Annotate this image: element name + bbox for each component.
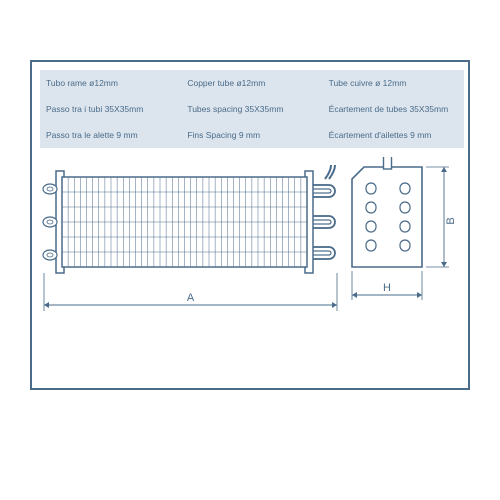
- spec-panel: Tubo rame ø12mm Copper tube ø12mm Tube c…: [40, 70, 464, 148]
- spec-row: Tubo rame ø12mm Copper tube ø12mm Tube c…: [40, 70, 464, 96]
- spec-fr-1: Écartement de tubes 35X35mm: [323, 104, 464, 114]
- spec-en-0: Copper tube ø12mm: [181, 78, 322, 88]
- technical-drawing-svg: A H B: [32, 157, 472, 387]
- svg-text:B: B: [445, 217, 457, 224]
- spec-fr-2: Écartement d'ailettes 9 mm: [323, 130, 464, 140]
- spec-it-0: Tubo rame ø12mm: [40, 78, 181, 88]
- svg-text:A: A: [187, 292, 195, 304]
- spec-en-1: Tubes spacing 35X35mm: [181, 104, 322, 114]
- drawing-frame: Tubo rame ø12mm Copper tube ø12mm Tube c…: [30, 60, 470, 390]
- spec-row: Passo tra le alette 9 mm Fins Spacing 9 …: [40, 122, 464, 148]
- spec-en-2: Fins Spacing 9 mm: [181, 130, 322, 140]
- spec-it-2: Passo tra le alette 9 mm: [40, 130, 181, 140]
- spec-fr-0: Tube cuivre ø 12mm: [323, 78, 464, 88]
- spec-row: Passo tra i tubi 35X35mm Tubes spacing 3…: [40, 96, 464, 122]
- spec-it-1: Passo tra i tubi 35X35mm: [40, 104, 181, 114]
- diagram-area: A H B: [32, 157, 472, 387]
- svg-text:H: H: [383, 282, 391, 294]
